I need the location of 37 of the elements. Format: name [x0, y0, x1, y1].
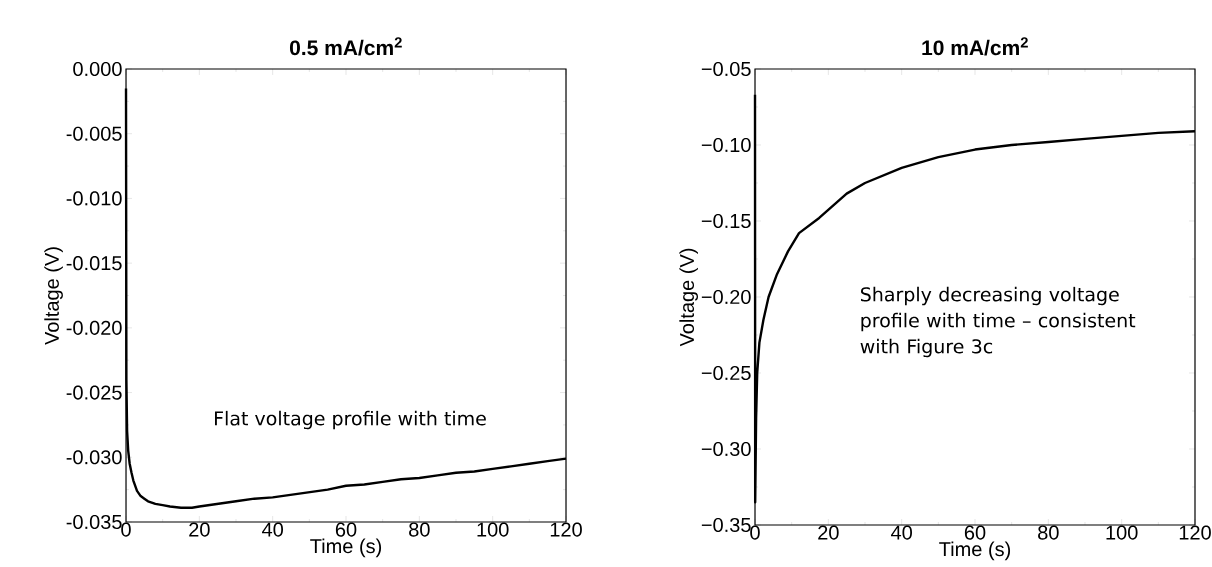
x-tick-label: 40: [891, 525, 912, 540]
y-tick-label: −0.15: [701, 213, 751, 229]
x-axis-title: Time (s): [939, 541, 1011, 561]
x-tick-label: 80: [409, 522, 430, 537]
y-tick-label: −0.05: [701, 61, 751, 77]
chart-title: 10 mA/cm$^{2}$: [922, 37, 1028, 56]
x-axis-title: Time (s): [310, 538, 382, 558]
x-tick-label: 80: [1038, 525, 1059, 540]
x-tick-label: 20: [818, 525, 839, 540]
y-tick-label: -0.015: [66, 256, 122, 271]
x-tick-label: 20: [189, 522, 210, 537]
y-tick-label: −0.10: [701, 137, 751, 153]
x-tick-label: 100: [477, 522, 509, 537]
y-tick-label: −0.20: [701, 289, 751, 305]
annotation: Sharply decreasing voltage profile with time – consistent with Figure 3c: [860, 286, 1136, 358]
y-tick-label: -0.010: [66, 191, 122, 206]
y-tick-label: -0.020: [66, 320, 122, 335]
annotation: Flat voltage profile with time: [215, 410, 486, 430]
y-tick-label: -0.030: [66, 450, 122, 465]
y-tick-label: -0.025: [66, 385, 122, 400]
x-tick-label: 60: [335, 522, 357, 537]
y-tick-label: −0.25: [701, 365, 751, 381]
chart-title: 0.5 mA/cm$^{2}$: [289, 37, 402, 56]
x-tick-label: 120: [550, 522, 582, 537]
y-tick-label: -0.035: [66, 514, 122, 530]
y-tick-label: 0.000: [73, 61, 122, 77]
x-tick-label: 60: [964, 525, 986, 540]
x-tick-label: 0: [121, 522, 131, 537]
y-axis-title: Voltage (V): [679, 248, 699, 347]
y-tick-label: −0.30: [701, 441, 751, 457]
y-axis-title: Voltage (V): [44, 247, 63, 345]
y-tick-label: −0.35: [701, 517, 751, 533]
x-tick-label: 120: [1179, 525, 1211, 540]
y-tick-label: -0.005: [66, 126, 122, 141]
x-tick-label: 100: [1106, 525, 1138, 540]
x-tick-label: 0: [750, 525, 760, 540]
x-tick-label: 40: [262, 522, 284, 537]
